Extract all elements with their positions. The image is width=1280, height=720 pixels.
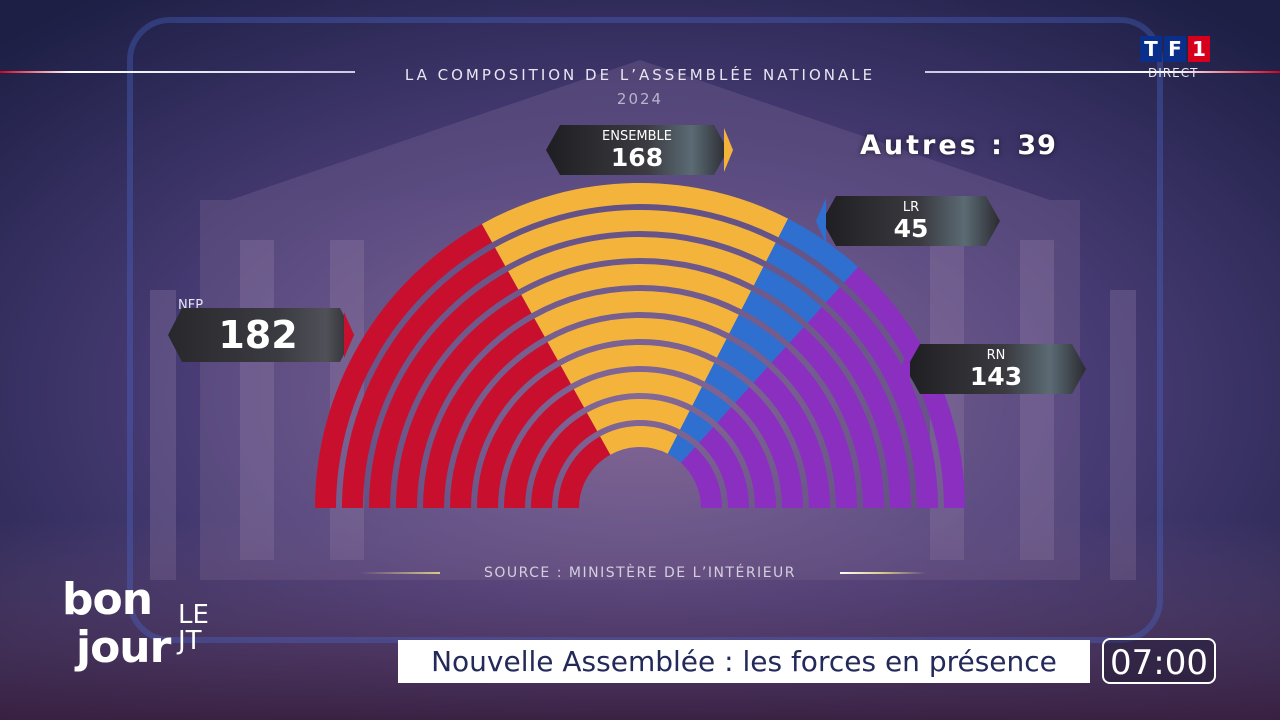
show-logo-word-3: LE JT [178, 600, 209, 656]
tf1-logo: T F 1 [1140, 36, 1214, 62]
arc-lr-row-7 [741, 290, 804, 343]
label-rn-name: RN [986, 348, 1006, 363]
tf1-logo-letter-1: 1 [1188, 36, 1210, 62]
arc-lr-row-4 [704, 362, 750, 403]
label-lr-accent [816, 198, 826, 244]
arc-lr-row-5 [716, 338, 768, 383]
tf1-logo-letter-t: T [1140, 36, 1162, 62]
arc-nfp-row-3 [503, 389, 585, 509]
arc-lr-row-9 [766, 242, 841, 303]
arc-lr-row-6 [729, 314, 786, 363]
source-line-left [360, 572, 440, 574]
arc-rn-row-8 [807, 307, 912, 509]
chart-source: SOURCE : MINISTÈRE DE L’INTÉRIEUR [483, 565, 797, 581]
arc-nfp-row-5 [449, 341, 558, 509]
others-label: Autres : [860, 130, 1005, 161]
show-logo-word-1: bon [62, 574, 153, 625]
arc-ensemble-row-7 [521, 264, 752, 314]
label-lr-seats: 45 [893, 214, 929, 243]
arc-ensemble-row-3 [573, 371, 702, 408]
arc-ensemble-row-6 [534, 290, 739, 337]
arc-lr-row-8 [753, 266, 822, 323]
tf1-logo-letter-f: F [1164, 36, 1186, 62]
arc-ensemble-row-8 [508, 237, 764, 290]
label-rn-seats: 143 [969, 362, 1023, 391]
clock: 07:00 [1102, 638, 1216, 684]
arc-rn-row-3 [716, 407, 777, 509]
live-label: DIRECT [1148, 66, 1199, 80]
arc-rn-row-6 [771, 347, 858, 509]
arc-nfp-row-2 [530, 412, 598, 509]
label-ensemble-seats: 168 [610, 143, 664, 172]
label-rn: RN 143 [906, 344, 1086, 394]
label-ensemble-accent [724, 128, 733, 172]
arc-rn-row-2 [698, 427, 750, 509]
arc-lr-row-3 [692, 386, 732, 423]
arc-lr-row-10 [778, 218, 859, 283]
arc-ensemble-row-10 [481, 182, 789, 243]
chart-title: LA COMPOSITION DE L’ASSEMBLÉE NATIONALE [404, 66, 876, 84]
label-ensemble: ENSEMBLE 168 [546, 125, 728, 175]
top-line-right [925, 71, 1280, 73]
headline-banner: Nouvelle Assemblée : les forces en prése… [398, 640, 1090, 683]
arc-rn-row-1 [680, 447, 723, 509]
arc-ensemble-row-4 [560, 344, 715, 385]
label-ensemble-name: ENSEMBLE [602, 129, 672, 144]
arc-lr-row-2 [679, 410, 714, 443]
arc-ensemble-row-9 [495, 210, 776, 267]
label-nfp-box [168, 308, 354, 362]
arc-rn-row-4 [735, 387, 804, 509]
arc-nfp-row-1 [557, 436, 611, 509]
others-value: 39 [1017, 130, 1057, 161]
source-line-right [840, 572, 926, 574]
label-nfp-seats: 182 [218, 313, 298, 357]
label-rn-accent [900, 346, 910, 392]
arc-nfp-row-7 [395, 294, 532, 509]
label-lr: LR 45 [822, 196, 1000, 246]
label-nfp-accent [344, 312, 354, 358]
arc-ensemble-row-1 [600, 425, 678, 455]
top-line-left [0, 71, 355, 73]
show-logo-word-2: jour [76, 622, 171, 673]
arc-nfp-row-9 [341, 247, 506, 509]
label-lr-name: LR [902, 200, 920, 215]
arc-ensemble-row-2 [586, 398, 690, 432]
arc-rn-row-7 [789, 327, 885, 509]
arc-lr-row-1 [667, 434, 696, 464]
arc-nfp-row-4 [476, 365, 572, 509]
others-count: Autres : 39 [860, 130, 1057, 161]
arc-rn-row-5 [753, 367, 831, 509]
arc-ensemble-row-5 [547, 317, 727, 361]
arc-nfp-row-8 [368, 271, 519, 509]
arc-nfp-row-10 [314, 224, 493, 509]
chart-subtitle: 2024 [616, 90, 664, 108]
arc-nfp-row-6 [422, 318, 545, 509]
